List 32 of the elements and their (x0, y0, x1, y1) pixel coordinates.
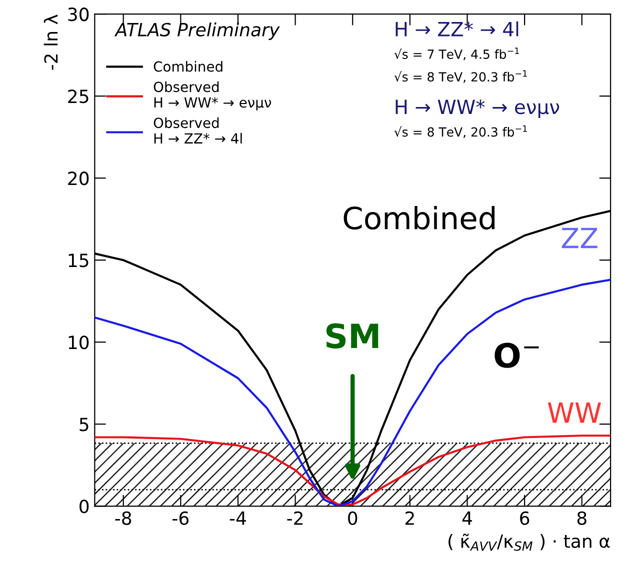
annotation: WW (548, 402, 601, 423)
annotation: SM (326, 323, 378, 349)
x-tick-label: -4 (230, 512, 246, 525)
legend-label: Observed H → WW* → eνμν (154, 81, 272, 110)
y-tick-label: 25 (68, 90, 88, 104)
y-tick-label: 20 (68, 172, 89, 186)
annotation: ZZ (562, 228, 598, 248)
y-tick-label: 0 (80, 500, 89, 514)
x-tick-label: 6 (520, 511, 530, 525)
legend-label: Observed H → ZZ* → 4l (154, 117, 242, 144)
y-tick-label: 15 (68, 254, 88, 268)
x-tick-label: 2 (406, 511, 414, 525)
annotation: √s = 8 TeV, 20.3 fb$^{−1}$ (394, 70, 527, 83)
legend-label: Combined (154, 61, 222, 72)
annotation: H → WW* → eνμν (396, 100, 560, 118)
x-axis-title: ( κ̃$_{AVV}$/κ$_{SM}$ ) · tan α (448, 534, 610, 551)
x-tick-label: -6 (172, 511, 189, 525)
annotation: √s = 7 TeV, 4.5 fb$^{−1}$ (394, 48, 519, 60)
annotation: √s = 8 TeV, 20.3 fb$^{−1}$ (394, 125, 527, 138)
annotation: Combined (344, 206, 495, 230)
y-axis-title: -2 ln λ (44, 14, 58, 70)
x-tick-label: 4 (462, 512, 472, 525)
annotation: ATLAS Preliminary (114, 22, 280, 40)
x-tick-label: 8 (577, 511, 586, 525)
y-tick-label: 5 (80, 418, 88, 432)
annotation: H → ZZ* → 4l (396, 21, 518, 36)
y-tick-label: 10 (68, 336, 89, 350)
y-tick-label: 30 (68, 8, 89, 22)
x-tick-label: -2 (287, 511, 302, 525)
x-tick-label: -8 (115, 511, 132, 525)
x-tick-label: 0 (348, 511, 358, 525)
annotation: O$^{−}$ (494, 342, 539, 368)
